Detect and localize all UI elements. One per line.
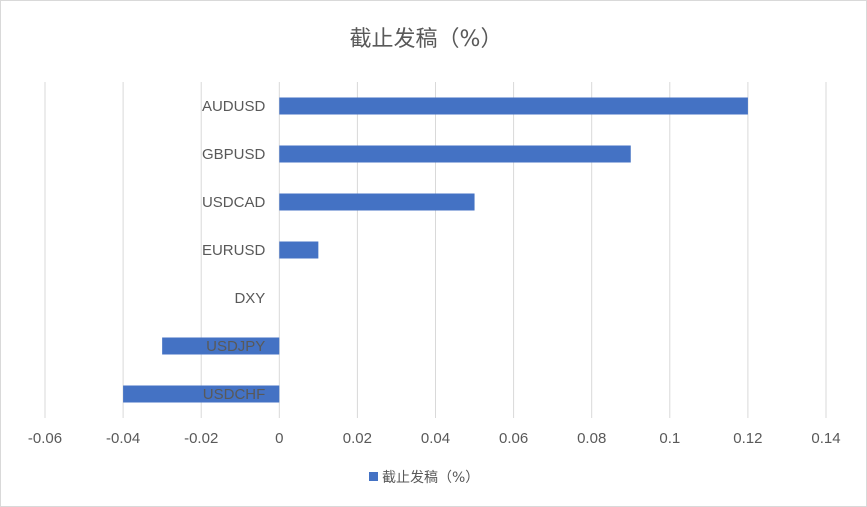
x-tick-label: 0.12 <box>733 430 762 447</box>
x-tick-label: -0.04 <box>106 430 140 447</box>
x-tick-label: -0.06 <box>28 430 62 447</box>
category-label: GBPUSD <box>202 146 266 163</box>
category-label: DXY <box>234 290 265 307</box>
category-label: EURUSD <box>202 242 266 259</box>
bar-usdcad <box>279 193 475 211</box>
chart-title: 截止发稿（%） <box>350 27 503 52</box>
x-axis-ticks: -0.06 -0.04 -0.02 0 0.02 0.04 0.06 0.08 0.1 0.12 0… <box>28 430 841 447</box>
category-labels: AUDUSD GBPUSD USDCAD EURUSD DXY USDJPY USDCHF <box>202 98 266 403</box>
x-tick-label: -0.02 <box>184 430 218 447</box>
category-label: USDCAD <box>202 194 266 211</box>
bars <box>123 97 748 403</box>
x-tick-label: 0.14 <box>811 430 840 447</box>
x-tick-label: 0.04 <box>421 430 450 447</box>
bar-usdjpy <box>162 337 280 355</box>
bar-gbpusd <box>279 145 631 163</box>
x-tick-label: 0.06 <box>499 430 528 447</box>
category-label: AUDUSD <box>202 98 266 115</box>
category-label: USDCHF <box>203 386 266 403</box>
x-tick-label: 0.02 <box>343 430 372 447</box>
bar-eurusd <box>279 241 319 259</box>
gridlines <box>44 82 827 418</box>
legend-label: 截止发稿（%） <box>382 470 479 486</box>
x-tick-label: 0.1 <box>659 430 680 447</box>
category-label: USDJPY <box>206 338 265 355</box>
legend-swatch <box>369 472 378 481</box>
bar-usdchf <box>123 385 280 403</box>
legend: 截止发稿（%） <box>369 470 479 486</box>
x-tick-label: 0.08 <box>577 430 606 447</box>
x-tick-label: 0 <box>275 430 283 447</box>
bar-audusd <box>279 97 748 115</box>
